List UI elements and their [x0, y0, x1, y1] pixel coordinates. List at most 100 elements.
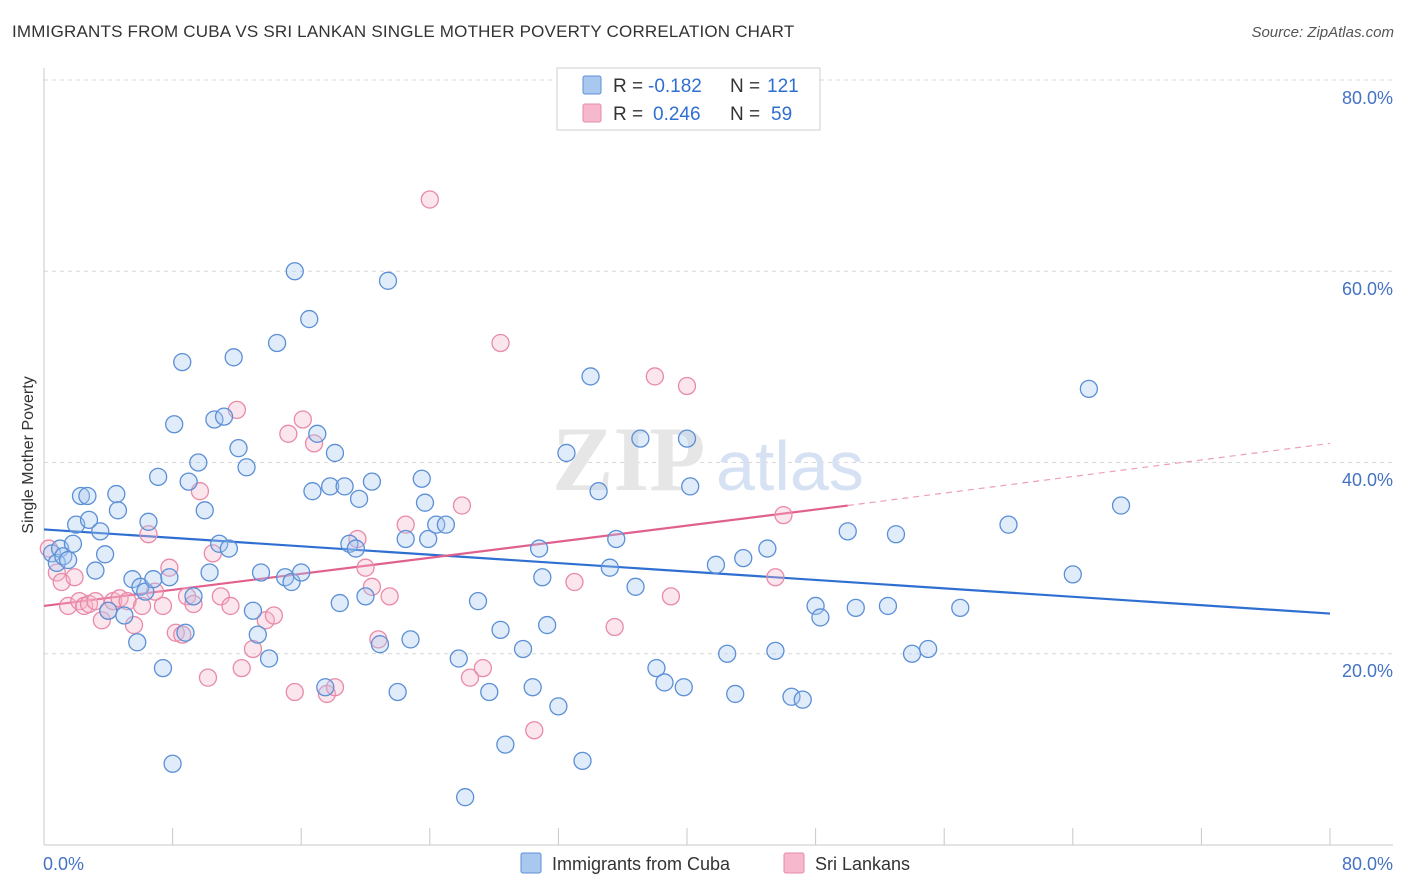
data-point-sri-13	[118, 592, 137, 611]
data-point-cuba-68	[401, 630, 420, 649]
legend-swatch-sri	[582, 103, 602, 123]
data-point-cuba-63	[362, 472, 382, 491]
data-point-cuba-66	[388, 682, 407, 702]
watermark-zip: ZIP	[552, 408, 705, 510]
data-point-cuba-23	[148, 467, 168, 486]
data-point-sri-15	[132, 596, 152, 616]
data-point-cuba-88	[581, 367, 600, 386]
data-point-sri-35	[285, 682, 304, 702]
data-point-cuba-50	[292, 563, 311, 582]
data-point-sri-42	[362, 577, 382, 596]
legend-n-value-cuba: 121	[767, 76, 799, 97]
data-point-sri-34	[279, 424, 298, 443]
data-point-cuba-21	[139, 512, 158, 531]
data-point-cuba-70	[415, 493, 435, 512]
data-point-cuba-114	[918, 639, 938, 659]
series-sri-lankans	[39, 190, 793, 740]
data-point-sri-14	[124, 615, 144, 635]
y-tick-label-20: 20.0%	[1342, 661, 1393, 681]
legend-r-label-cuba: R =	[613, 76, 643, 97]
data-point-sri-37	[304, 434, 324, 453]
bottom-legend-swatch-sri	[783, 852, 805, 874]
data-point-sri-9	[92, 611, 112, 630]
data-point-sri-31	[243, 639, 263, 659]
data-point-cuba-49	[285, 262, 304, 281]
data-point-sri-51	[525, 721, 544, 740]
data-point-cuba-64	[370, 635, 390, 654]
data-point-sri-52	[565, 572, 584, 592]
data-point-cuba-9	[79, 510, 99, 530]
data-point-sri-53	[605, 617, 624, 637]
data-point-cuba-39	[224, 348, 243, 367]
data-point-cuba-16	[115, 606, 134, 625]
data-point-cuba-13	[99, 601, 118, 620]
data-point-cuba-89	[589, 482, 608, 501]
data-point-sri-41	[356, 558, 375, 577]
legend-box: R = -0.182 N = 121 R = 0.246 N = 59	[556, 67, 821, 131]
data-point-sri-56	[677, 376, 697, 396]
series-cuba	[42, 262, 1131, 807]
data-point-cuba-98	[681, 477, 700, 496]
legend-r-value-cuba: -0.182	[648, 76, 702, 97]
data-point-sri-28	[221, 596, 240, 616]
data-point-cuba-93	[631, 429, 650, 448]
data-point-cuba-11	[91, 522, 110, 541]
axes	[43, 68, 1393, 846]
y-tick-label-60: 60.0%	[1342, 279, 1393, 299]
legend-r-label-sri: R =	[613, 104, 643, 125]
data-point-sri-48	[460, 668, 480, 687]
bottom-legend: Immigrants from Cuba Sri Lankans	[520, 852, 910, 874]
data-point-cuba-104	[766, 641, 785, 661]
data-point-cuba-75	[456, 788, 475, 807]
bottom-legend-label-sri: Sri Lankans	[815, 854, 910, 874]
data-point-cuba-37	[214, 407, 234, 426]
data-point-cuba-112	[886, 525, 906, 544]
data-point-cuba-14	[107, 484, 126, 504]
data-point-cuba-99	[706, 555, 726, 574]
data-point-cuba-117	[1063, 565, 1082, 584]
data-point-cuba-91	[607, 529, 626, 549]
data-point-cuba-48	[282, 572, 301, 592]
data-point-cuba-110	[846, 598, 865, 617]
data-point-cuba-53	[308, 424, 327, 443]
data-point-cuba-24	[153, 658, 173, 678]
data-point-cuba-5	[63, 534, 83, 553]
data-point-cuba-32	[189, 453, 208, 472]
data-point-cuba-80	[513, 639, 533, 659]
data-point-sri-47	[452, 496, 472, 515]
data-point-cuba-40	[229, 439, 248, 458]
data-point-cuba-30	[179, 472, 198, 491]
data-point-sri-44	[380, 587, 399, 606]
watermark-atlas: atlas	[716, 427, 864, 505]
data-point-sri-21	[173, 625, 192, 644]
legend-n-label-sri: N =	[730, 104, 760, 125]
data-point-sri-39	[325, 678, 345, 697]
data-point-cuba-43	[248, 625, 267, 644]
data-point-sri-27	[211, 587, 230, 606]
data-point-sri-57	[766, 568, 785, 587]
data-point-cuba-29	[176, 623, 195, 642]
data-point-cuba-41	[237, 458, 256, 477]
data-point-sri-20	[166, 623, 185, 642]
data-point-sri-23	[184, 594, 203, 614]
data-point-cuba-26	[163, 754, 182, 773]
data-point-cuba-84	[537, 615, 557, 635]
data-point-cuba-95	[655, 673, 674, 692]
data-point-cuba-79	[496, 735, 515, 754]
legend-n-label-cuba: N =	[730, 76, 760, 97]
data-point-cuba-100	[718, 644, 737, 663]
data-point-sri-55	[661, 587, 681, 606]
data-point-cuba-27	[165, 415, 184, 434]
data-point-cuba-107	[806, 596, 825, 616]
y-tick-label-40: 40.0%	[1342, 470, 1393, 490]
data-point-cuba-105	[782, 687, 801, 706]
data-point-sri-36	[293, 410, 312, 429]
data-point-cuba-22	[144, 570, 163, 589]
data-point-cuba-108	[811, 608, 830, 627]
data-point-sri-8	[86, 592, 105, 611]
data-point-sri-16	[139, 525, 158, 544]
data-point-cuba-67	[396, 529, 415, 549]
data-point-cuba-71	[419, 529, 438, 549]
data-point-cuba-103	[758, 539, 777, 558]
